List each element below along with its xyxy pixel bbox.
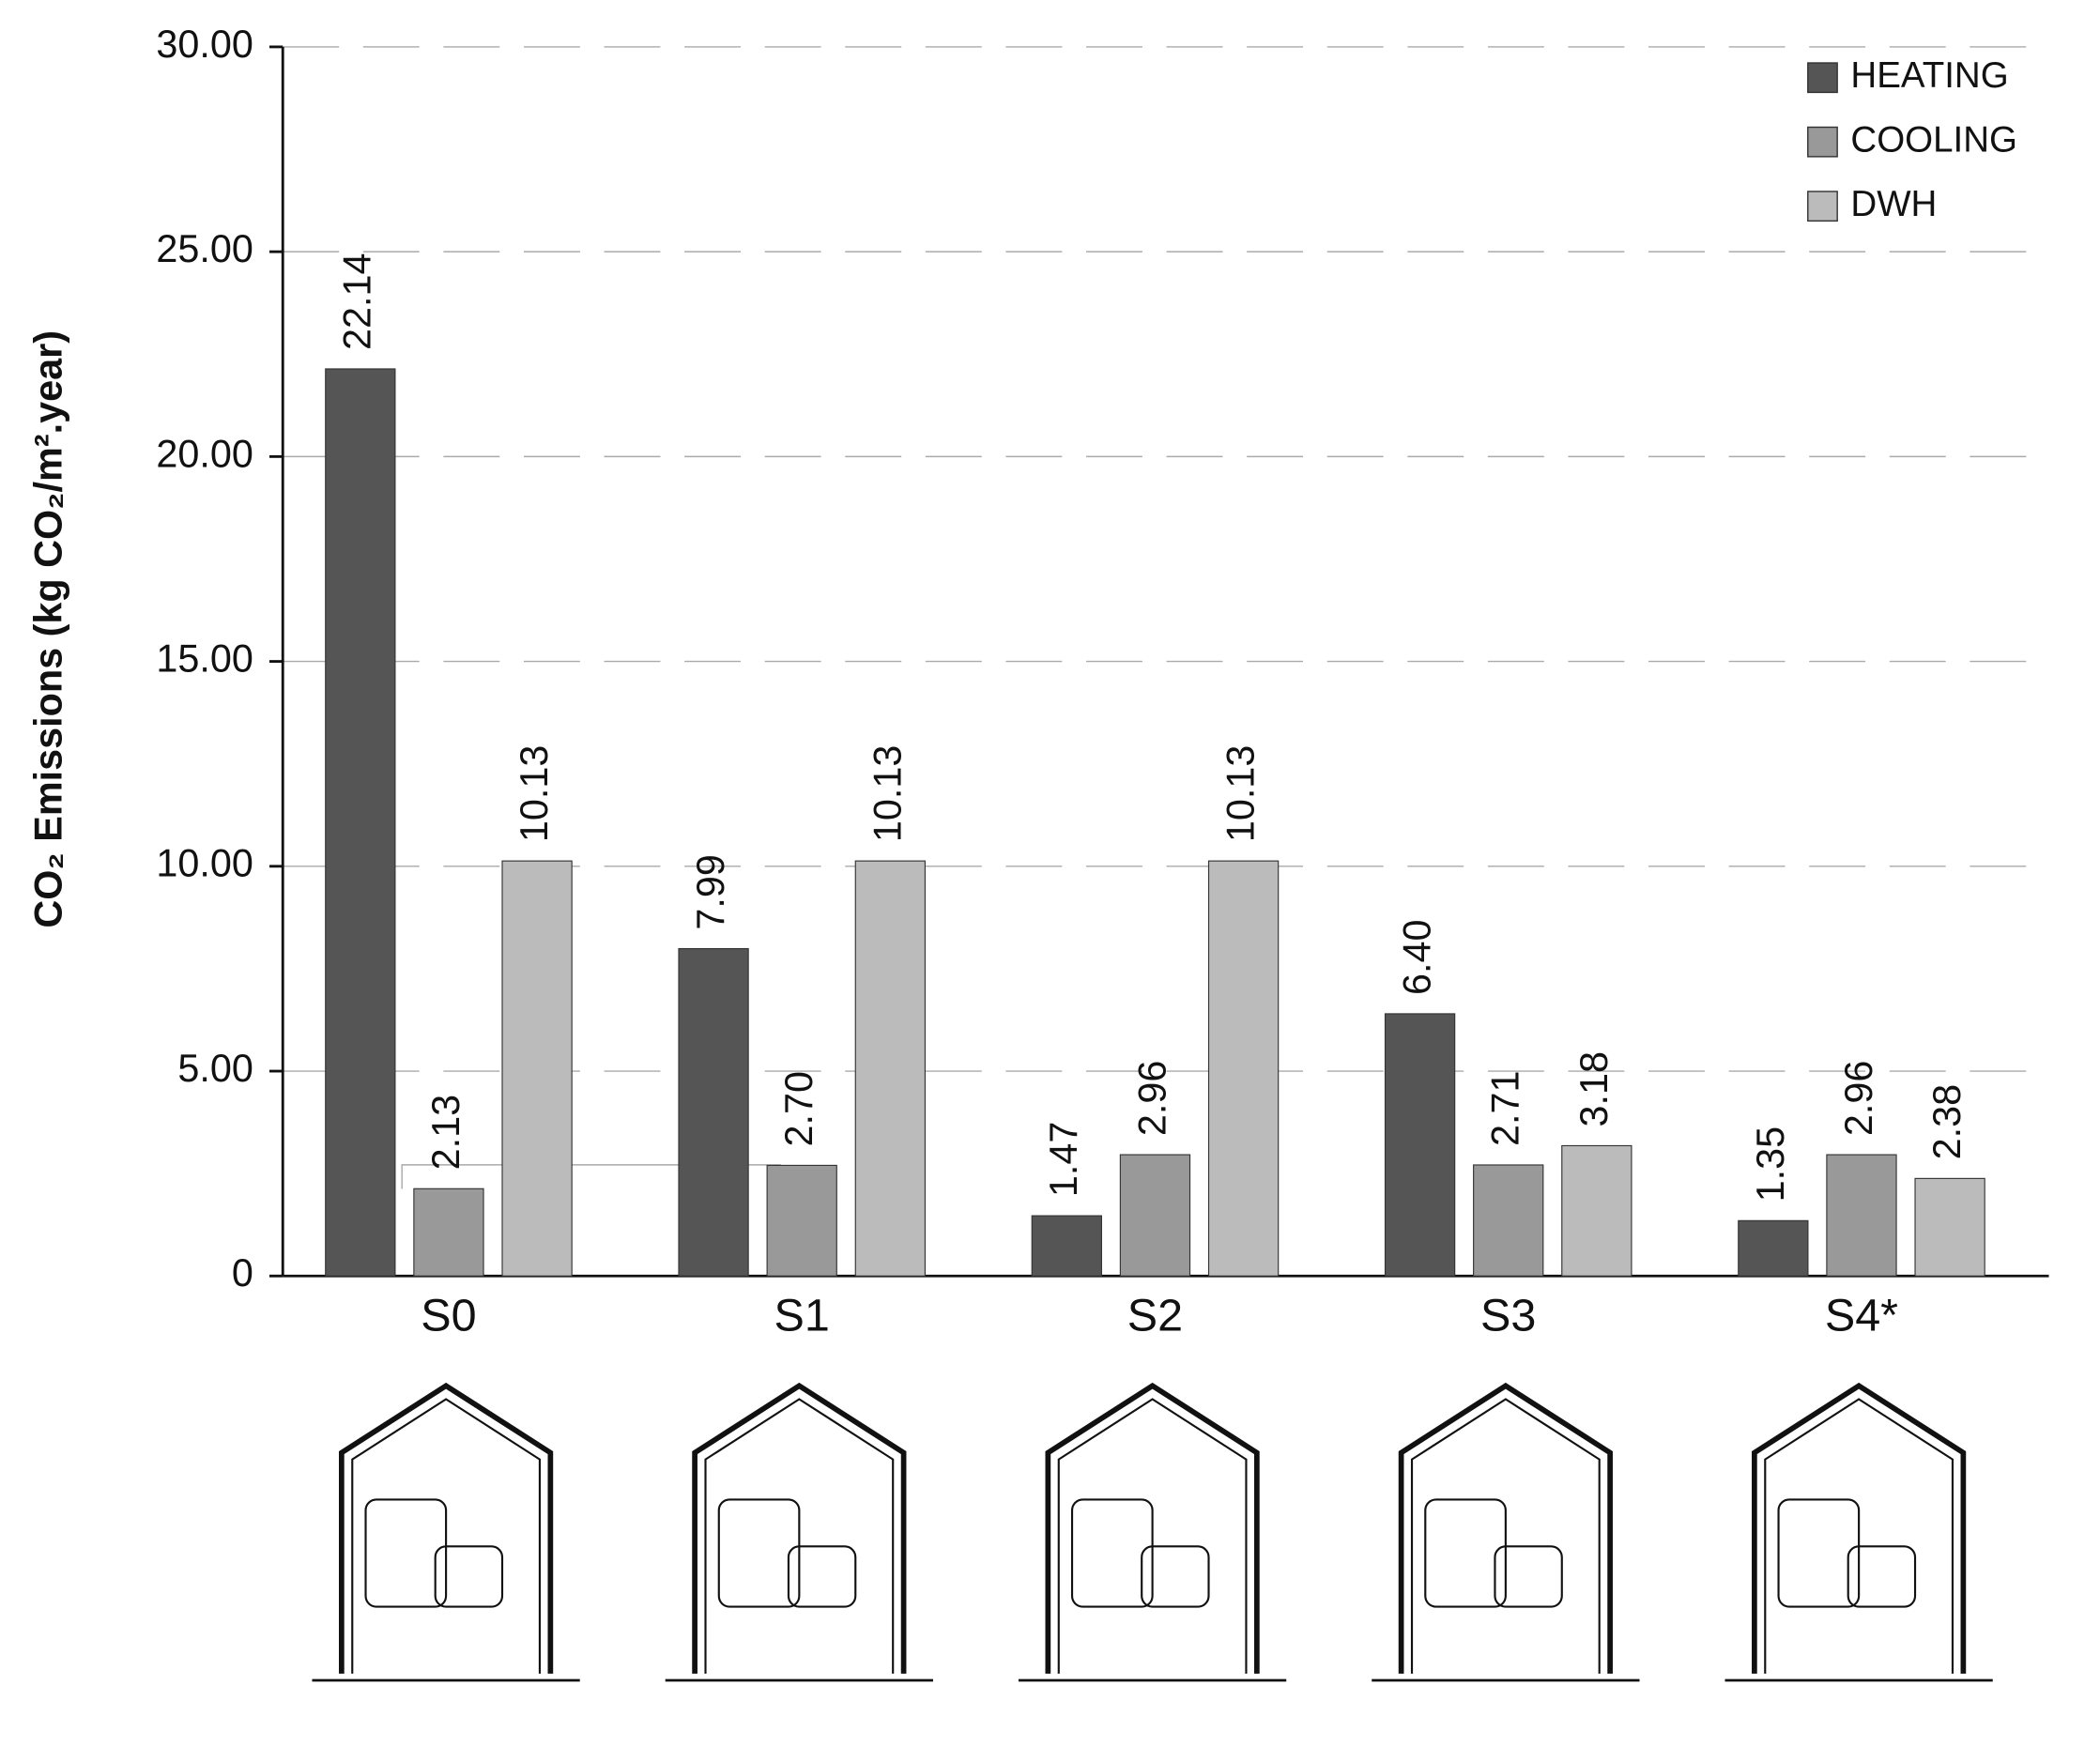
- house-inner: [1057, 1398, 1248, 1674]
- value-label: 2.70: [777, 1071, 820, 1147]
- value-label: 2.96: [1130, 1061, 1173, 1137]
- value-label: 7.99: [689, 854, 732, 930]
- house-outline: [1045, 1382, 1260, 1674]
- bar: [854, 860, 926, 1277]
- house-inner: [704, 1398, 895, 1674]
- value-label: 10.13: [513, 745, 556, 843]
- value-label: 1.47: [1042, 1122, 1085, 1198]
- appliance-2: [787, 1545, 857, 1608]
- bar: [413, 1187, 484, 1277]
- value-label: 1.35: [1749, 1126, 1792, 1203]
- x-tick-label: S1: [774, 1291, 830, 1341]
- appliance: [1777, 1498, 1861, 1608]
- house-outline: [1752, 1382, 1967, 1674]
- bar: [766, 1164, 837, 1277]
- appliance-2: [434, 1545, 504, 1608]
- connector: [401, 1164, 781, 1189]
- y-tick-label: 20.00: [156, 432, 253, 475]
- bar: [1207, 860, 1280, 1277]
- bar: [1119, 1154, 1191, 1277]
- legend-swatch: [1807, 126, 1838, 158]
- x-tick-label: S2: [1127, 1291, 1183, 1341]
- y-tick-label: 10.00: [156, 842, 253, 885]
- appliance: [364, 1498, 448, 1608]
- appliance-2: [1494, 1545, 1563, 1608]
- legend-swatch: [1807, 62, 1838, 94]
- legend-label: COOLING: [1850, 119, 2017, 160]
- bar: [1826, 1154, 1897, 1277]
- bar: [678, 947, 749, 1277]
- house-inner: [351, 1398, 542, 1674]
- y-tick-label: 0: [232, 1251, 253, 1295]
- bar: [501, 860, 573, 1277]
- bar: [1473, 1164, 1544, 1277]
- house-outline: [1398, 1382, 1613, 1674]
- bar: [1031, 1215, 1102, 1277]
- value-label: 2.96: [1837, 1061, 1880, 1137]
- y-tick-label: 30.00: [156, 23, 253, 66]
- y-axis-label: CO₂ Emissions (kg CO₂/m².year): [26, 330, 69, 928]
- house-inner: [1764, 1398, 1954, 1674]
- value-label: 22.14: [336, 253, 379, 350]
- house-outline: [692, 1382, 907, 1674]
- y-tick-label: 15.00: [156, 637, 253, 681]
- x-tick-label: S3: [1480, 1291, 1536, 1341]
- legend-label: DWH: [1850, 184, 1937, 224]
- value-label: 10.13: [1219, 745, 1263, 843]
- appliance-2: [1847, 1545, 1917, 1608]
- appliance: [1424, 1498, 1507, 1608]
- house-inner: [1410, 1398, 1601, 1674]
- legend-label: HEATING: [1850, 55, 2008, 96]
- value-label: 10.13: [866, 745, 909, 842]
- house-icons: [312, 1382, 1993, 1682]
- bar: [1914, 1177, 1985, 1277]
- y-tick-label: 5.00: [177, 1047, 253, 1090]
- house-outline: [338, 1382, 554, 1674]
- x-tick-label: S0: [421, 1291, 476, 1341]
- bar: [1384, 1013, 1456, 1277]
- appliance: [717, 1498, 801, 1608]
- legend-swatch: [1807, 191, 1838, 222]
- bar: [1561, 1144, 1632, 1277]
- appliance: [1070, 1498, 1154, 1608]
- x-tick-label: S4*: [1825, 1291, 1898, 1341]
- appliance-2: [1141, 1545, 1210, 1608]
- value-label: 2.13: [424, 1095, 468, 1171]
- value-label: 2.38: [1925, 1084, 1969, 1160]
- bar: [1738, 1219, 1809, 1277]
- bar: [325, 368, 396, 1277]
- value-label: 2.71: [1484, 1071, 1527, 1147]
- y-tick-label: 25.00: [156, 227, 253, 270]
- value-label: 6.40: [1396, 919, 1439, 995]
- value-label: 3.18: [1572, 1051, 1616, 1127]
